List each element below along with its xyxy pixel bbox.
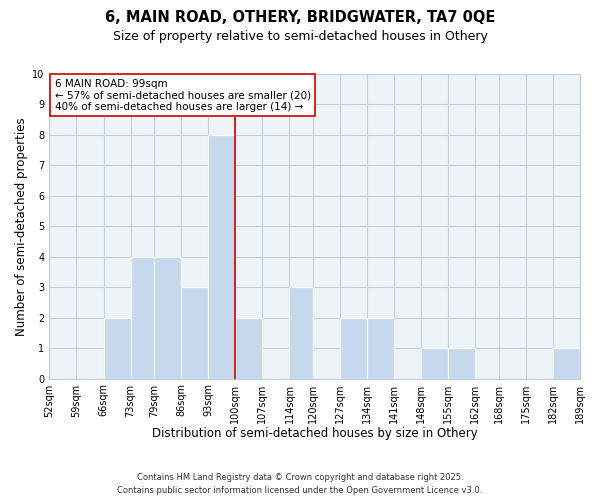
Text: Size of property relative to semi-detached houses in Othery: Size of property relative to semi-detach…: [113, 30, 487, 43]
Bar: [553, 348, 580, 378]
Bar: [367, 318, 394, 378]
Bar: [208, 135, 235, 378]
Text: Contains HM Land Registry data © Crown copyright and database right 2025.
Contai: Contains HM Land Registry data © Crown c…: [118, 474, 482, 495]
Text: 6, MAIN ROAD, OTHERY, BRIDGWATER, TA7 0QE: 6, MAIN ROAD, OTHERY, BRIDGWATER, TA7 0Q…: [105, 10, 495, 25]
Bar: [104, 318, 131, 378]
Bar: [289, 287, 313, 378]
X-axis label: Distribution of semi-detached houses by size in Othery: Distribution of semi-detached houses by …: [152, 427, 478, 440]
Bar: [154, 257, 181, 378]
Bar: [448, 348, 475, 378]
Bar: [340, 318, 367, 378]
Bar: [181, 287, 208, 378]
Y-axis label: Number of semi-detached properties: Number of semi-detached properties: [15, 117, 28, 336]
Bar: [421, 348, 448, 378]
Text: 6 MAIN ROAD: 99sqm
← 57% of semi-detached houses are smaller (20)
40% of semi-de: 6 MAIN ROAD: 99sqm ← 57% of semi-detache…: [55, 78, 311, 112]
Bar: [131, 257, 154, 378]
Bar: [235, 318, 262, 378]
